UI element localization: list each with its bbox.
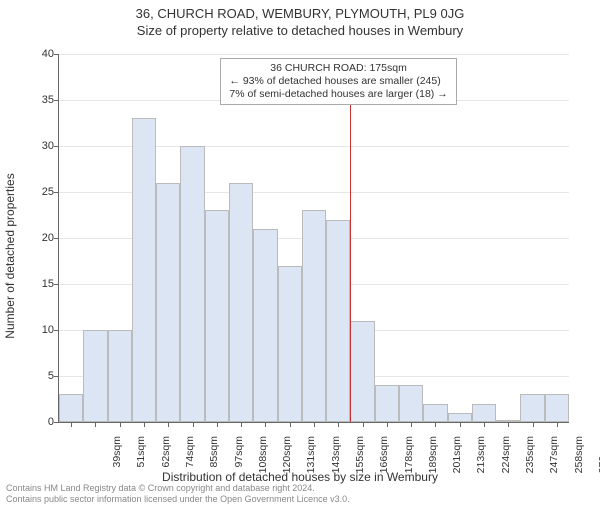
footnote-line2: Contains public sector information licen…: [6, 494, 350, 504]
x-tick: [363, 422, 364, 427]
y-tick: [54, 238, 59, 239]
marker-annotation-line: 7% of semi-detached houses are larger (1…: [229, 88, 447, 101]
x-tick-label: 97sqm: [233, 436, 245, 486]
marker-annotation-line: 36 CHURCH ROAD: 175sqm: [229, 62, 447, 75]
histogram-bar: [423, 404, 447, 422]
x-tick-label: 85sqm: [208, 436, 220, 486]
x-tick: [71, 422, 72, 427]
y-axis-label: Number of detached properties: [3, 173, 17, 338]
x-tick: [411, 422, 412, 427]
x-tick-label: 143sqm: [330, 436, 342, 486]
histogram-bar: [472, 404, 496, 422]
x-tick-label: 166sqm: [378, 436, 390, 486]
histogram-bar: [326, 220, 350, 422]
x-tick: [144, 422, 145, 427]
x-tick-label: 108sqm: [257, 436, 269, 486]
histogram-bar: [278, 266, 302, 422]
x-tick-label: 155sqm: [354, 436, 366, 486]
x-tick-label: 120sqm: [281, 436, 293, 486]
histogram-bar: [302, 210, 326, 422]
x-tick: [338, 422, 339, 427]
x-tick-label: 74sqm: [184, 436, 196, 486]
x-tick-label: 189sqm: [427, 436, 439, 486]
y-tick: [54, 330, 59, 331]
histogram-bar: [448, 413, 472, 422]
y-tick: [54, 100, 59, 101]
y-tick-label: 0: [48, 416, 54, 428]
x-tick-label: 62sqm: [160, 436, 172, 486]
histogram-bar: [59, 394, 83, 422]
histogram-bar: [375, 385, 399, 422]
x-tick: [241, 422, 242, 427]
y-tick: [54, 54, 59, 55]
histogram-bar: [108, 330, 132, 422]
histogram-bar: [229, 183, 253, 422]
x-tick-label: 213sqm: [475, 436, 487, 486]
gridline: [59, 54, 569, 55]
histogram-bar: [132, 118, 156, 422]
x-tick-label: 51sqm: [135, 436, 147, 486]
x-tick: [484, 422, 485, 427]
x-tick-label: 258sqm: [573, 436, 585, 486]
chart-container: 36, CHURCH ROAD, WEMBURY, PLYMOUTH, PL9 …: [0, 6, 600, 506]
x-tick: [557, 422, 558, 427]
marker-annotation-line: ← 93% of detached houses are smaller (24…: [229, 75, 447, 88]
plot-area: 36 CHURCH ROAD: 175sqm← 93% of detached …: [58, 54, 569, 423]
y-tick: [54, 376, 59, 377]
x-tick: [387, 422, 388, 427]
y-tick: [54, 146, 59, 147]
y-tick: [54, 422, 59, 423]
histogram-bar: [253, 229, 277, 422]
x-tick: [508, 422, 509, 427]
x-tick-label: 178sqm: [403, 436, 415, 486]
histogram-bar: [83, 330, 107, 422]
y-tick-label: 20: [42, 232, 54, 244]
x-tick: [120, 422, 121, 427]
chart-title-main: 36, CHURCH ROAD, WEMBURY, PLYMOUTH, PL9 …: [0, 6, 600, 21]
y-tick-label: 25: [42, 186, 54, 198]
histogram-bar: [545, 394, 569, 422]
x-tick-label: 131sqm: [305, 436, 317, 486]
y-tick: [54, 192, 59, 193]
x-tick: [435, 422, 436, 427]
y-tick-label: 15: [42, 278, 54, 290]
y-tick-label: 5: [48, 370, 54, 382]
x-tick-label: 39sqm: [111, 436, 123, 486]
x-tick: [533, 422, 534, 427]
chart-title-sub: Size of property relative to detached ho…: [0, 23, 600, 38]
x-tick: [290, 422, 291, 427]
y-tick: [54, 284, 59, 285]
histogram-bar: [399, 385, 423, 422]
marker-annotation-box: 36 CHURCH ROAD: 175sqm← 93% of detached …: [220, 58, 456, 105]
x-tick-label: 201sqm: [451, 436, 463, 486]
x-tick-label: 247sqm: [548, 436, 560, 486]
x-tick: [217, 422, 218, 427]
y-tick-label: 40: [42, 48, 54, 60]
footnote: Contains HM Land Registry data © Crown c…: [6, 483, 350, 504]
x-tick: [314, 422, 315, 427]
y-tick-label: 30: [42, 140, 54, 152]
x-tick: [193, 422, 194, 427]
histogram-bar: [520, 394, 544, 422]
y-tick-label: 10: [42, 324, 54, 336]
y-tick-label: 35: [42, 94, 54, 106]
histogram-bar: [156, 183, 180, 422]
x-tick: [168, 422, 169, 427]
x-tick-label: 224sqm: [500, 436, 512, 486]
x-tick: [95, 422, 96, 427]
marker-line: [350, 84, 351, 422]
histogram-bar: [205, 210, 229, 422]
histogram-bar: [180, 146, 204, 422]
histogram-bar: [350, 321, 374, 422]
x-tick: [265, 422, 266, 427]
x-tick: [460, 422, 461, 427]
x-tick-label: 235sqm: [524, 436, 536, 486]
